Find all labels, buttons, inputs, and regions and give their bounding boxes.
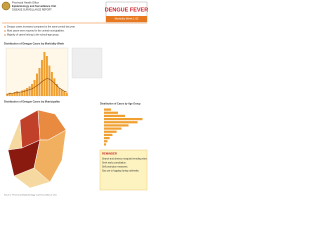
bar <box>104 117 143 121</box>
side-panel <box>71 47 103 79</box>
unit: Epidemiology and Surveillance Unit <box>12 4 56 8</box>
highlight: Majority of cases belong to the school-a… <box>7 34 60 37</box>
bar <box>13 92 16 96</box>
bullet <box>4 34 6 36</box>
period-bar <box>106 16 147 22</box>
bar <box>6 93 9 96</box>
bar <box>104 124 129 127</box>
bullet <box>4 26 6 28</box>
bar <box>60 89 63 96</box>
note: Say yes to fogging during outbreaks. <box>102 170 140 173</box>
map <box>7 109 67 189</box>
bar <box>104 140 108 143</box>
bar <box>23 89 26 96</box>
map-title: Distribution of Dengue Cases by Municipa… <box>4 100 60 104</box>
period: Morbidity Week 1-52 <box>115 17 139 21</box>
bar <box>53 78 56 96</box>
notes-box <box>99 149 148 191</box>
bar <box>43 52 46 96</box>
bar <box>40 60 43 96</box>
note: Seek early consultation. <box>102 162 127 165</box>
disease: DENGUE FEVER <box>105 7 148 13</box>
note: Search and destroy mosquito breeding sit… <box>102 158 148 161</box>
bar <box>50 72 53 96</box>
bar <box>104 121 138 124</box>
bar <box>104 133 113 137</box>
page: Provincial Health Office Epidemiology an… <box>0 0 149 198</box>
chart-title: Distribution of Dengue Cases by Morbidit… <box>4 42 64 46</box>
trend-line <box>7 78 67 95</box>
bar <box>104 108 111 111</box>
bar <box>26 88 29 96</box>
bar <box>38 68 41 96</box>
report: DISEASE SURVEILLANCE REPORT <box>12 9 52 12</box>
note: Self protection measures. <box>102 166 128 169</box>
bar <box>33 80 36 96</box>
bar <box>104 111 118 114</box>
bar <box>104 143 107 146</box>
bullet <box>4 30 6 32</box>
bar <box>63 91 66 96</box>
bar <box>21 90 24 96</box>
bar <box>104 130 117 133</box>
bar <box>31 84 34 96</box>
bar <box>36 73 38 96</box>
footer: Source: Provincial Epidemiology and Surv… <box>4 194 57 197</box>
bar <box>45 56 48 96</box>
highlight: Dengue cases increased compared to the s… <box>7 26 76 29</box>
notes-title: REMINDER <box>102 152 117 156</box>
logo <box>1 1 11 11</box>
bar <box>55 84 58 96</box>
bar <box>65 92 68 96</box>
bar <box>11 93 14 96</box>
map-region <box>33 129 67 183</box>
bar <box>16 91 19 96</box>
bar <box>104 127 122 130</box>
bar <box>28 86 31 96</box>
bar <box>8 92 11 96</box>
bar <box>104 136 110 140</box>
bar <box>48 65 51 96</box>
agency: Provincial Health Office <box>12 1 39 5</box>
bar <box>58 88 61 96</box>
bar <box>104 114 125 118</box>
chart-title: Distribution of Cases by Age Group <box>100 103 141 106</box>
bar <box>18 92 21 96</box>
highlight: Most cases were reported in the central … <box>7 30 65 33</box>
